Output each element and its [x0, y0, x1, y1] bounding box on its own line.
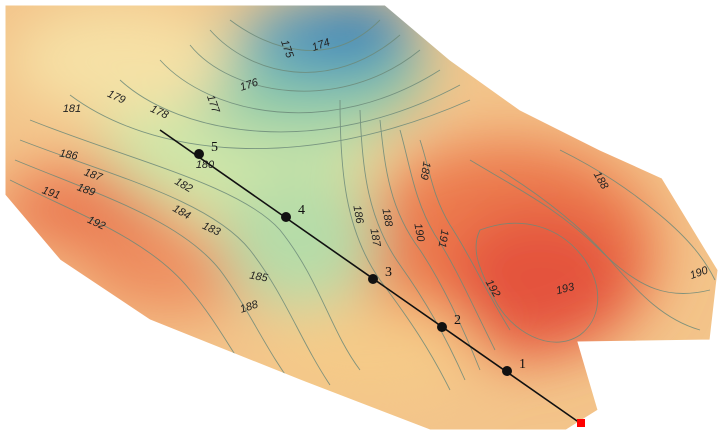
contour-label: 188 [379, 207, 394, 228]
profile-point-marker [368, 274, 378, 284]
profile-point-marker [194, 149, 204, 159]
area-outline [4, 4, 719, 430]
contour-label: 186 [350, 204, 365, 225]
contour-label: 180 [196, 159, 215, 171]
profile-point-label: 5 [211, 140, 218, 155]
profile-point-marker [437, 322, 447, 332]
profile-point-2: 2 [437, 313, 461, 332]
contour-label: 187 [367, 227, 382, 248]
contour-label: 190 [411, 222, 426, 243]
profile-point-label: 2 [454, 313, 461, 328]
contour-label: 181 [63, 103, 81, 115]
contour-label: 193 [555, 281, 577, 298]
contour-label: 185 [248, 270, 269, 285]
end-marker [577, 419, 585, 427]
profile-point-4: 4 [281, 203, 305, 222]
contour-label: 191 [40, 184, 61, 202]
profile-point-3: 3 [368, 265, 392, 284]
contour-label: 176 [238, 76, 260, 93]
contour-label: 189 [75, 181, 96, 199]
profile-point-5: 5 [194, 140, 218, 159]
profile-point-1: 1 [502, 357, 526, 376]
elevation-gradient [5, 5, 660, 400]
contour-label: 174 [310, 36, 331, 54]
contour-label: 189 [417, 160, 432, 180]
profile-transect: 1 2 3 4 5 [159, 129, 585, 427]
profile-point-label: 4 [298, 203, 305, 218]
profile-point-label: 1 [519, 357, 526, 372]
contour-label: 188 [238, 298, 260, 315]
profile-point-label: 3 [385, 265, 392, 280]
profile-points: 1 2 3 4 5 [194, 140, 526, 376]
contour-lines [9, 19, 716, 406]
contour-label: 191 [435, 228, 450, 248]
contour-label: 186 [58, 148, 79, 163]
profile-point-marker [502, 366, 512, 376]
profile-point-marker [281, 212, 291, 222]
